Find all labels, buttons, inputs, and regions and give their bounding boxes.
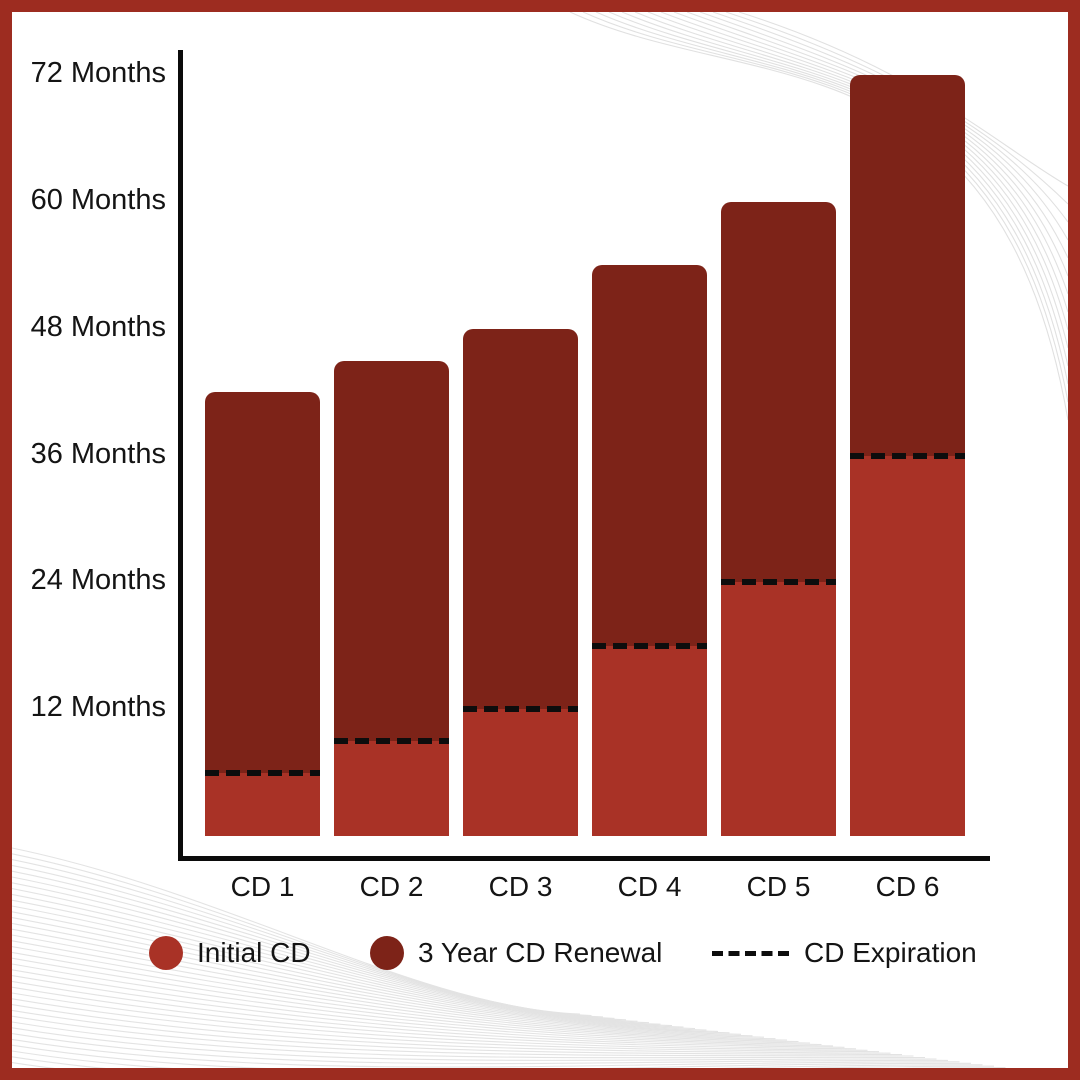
y-tick-60-months: 60 Months	[30, 184, 166, 217]
segment-renewal-cd-1	[205, 392, 320, 773]
cd-expiration-line-cd-1	[205, 769, 320, 776]
legend-label-3-year-cd-renewal: 3 Year CD Renewal	[418, 937, 663, 968]
cd-expiration-dashed-line-icon	[712, 950, 790, 956]
segment-renewal-cd-2	[334, 360, 449, 741]
segment-renewal-cd-4	[592, 265, 707, 646]
x-label-cd-4: CD 4	[617, 871, 682, 902]
legend-label-initial-cd: Initial CD	[197, 937, 311, 968]
segment-initial-cd-5	[721, 582, 836, 836]
x-label-cd-2: CD 2	[359, 871, 424, 902]
legend-item-3-year-cd-renewal: 3 Year CD Renewal	[370, 933, 662, 973]
cd-expiration-line-cd-5	[721, 579, 836, 586]
segment-renewal-cd-3	[463, 328, 578, 710]
segment-renewal-cd-6	[850, 75, 965, 456]
y-tick-24-months: 24 Months	[30, 564, 166, 597]
legend-item-initial-cd: Initial CD	[149, 933, 311, 973]
cd-expiration-line-cd-3	[463, 706, 578, 713]
cd-expiration-line-cd-4	[592, 642, 707, 649]
segment-initial-cd-6	[850, 455, 965, 836]
bar-cd-3	[463, 328, 578, 836]
bar-cd-5	[721, 202, 836, 836]
bar-cd-2	[334, 360, 449, 836]
y-tick-12-months: 12 Months	[30, 691, 166, 724]
bar-cd-4	[592, 265, 707, 836]
y-tick-36-months: 36 Months	[30, 437, 166, 470]
renewal-cd-circle-swatch-icon	[370, 936, 404, 970]
x-label-cd-3: CD 3	[488, 871, 553, 902]
x-axis-line	[178, 856, 990, 861]
x-label-cd-1: CD 1	[230, 871, 295, 902]
legend-label-cd-expiration: CD Expiration	[804, 937, 977, 968]
segment-initial-cd-4	[592, 645, 707, 836]
segment-initial-cd-1	[205, 772, 320, 836]
cd-expiration-line-cd-6	[850, 452, 965, 459]
segment-initial-cd-2	[334, 740, 449, 836]
segment-initial-cd-3	[463, 709, 578, 836]
legend-item-cd-expiration: CD Expiration	[712, 933, 977, 973]
segment-renewal-cd-5	[721, 202, 836, 583]
bar-cd-1	[205, 392, 320, 836]
x-label-cd-5: CD 5	[746, 871, 811, 902]
initial-cd-circle-swatch-icon	[149, 936, 183, 970]
y-axis-line	[178, 50, 183, 861]
y-tick-48-months: 48 Months	[30, 310, 166, 343]
cd-expiration-line-cd-2	[334, 737, 449, 744]
bar-cd-6	[850, 75, 965, 836]
x-label-cd-6: CD 6	[875, 871, 940, 902]
y-tick-72-months: 72 Months	[30, 57, 166, 90]
